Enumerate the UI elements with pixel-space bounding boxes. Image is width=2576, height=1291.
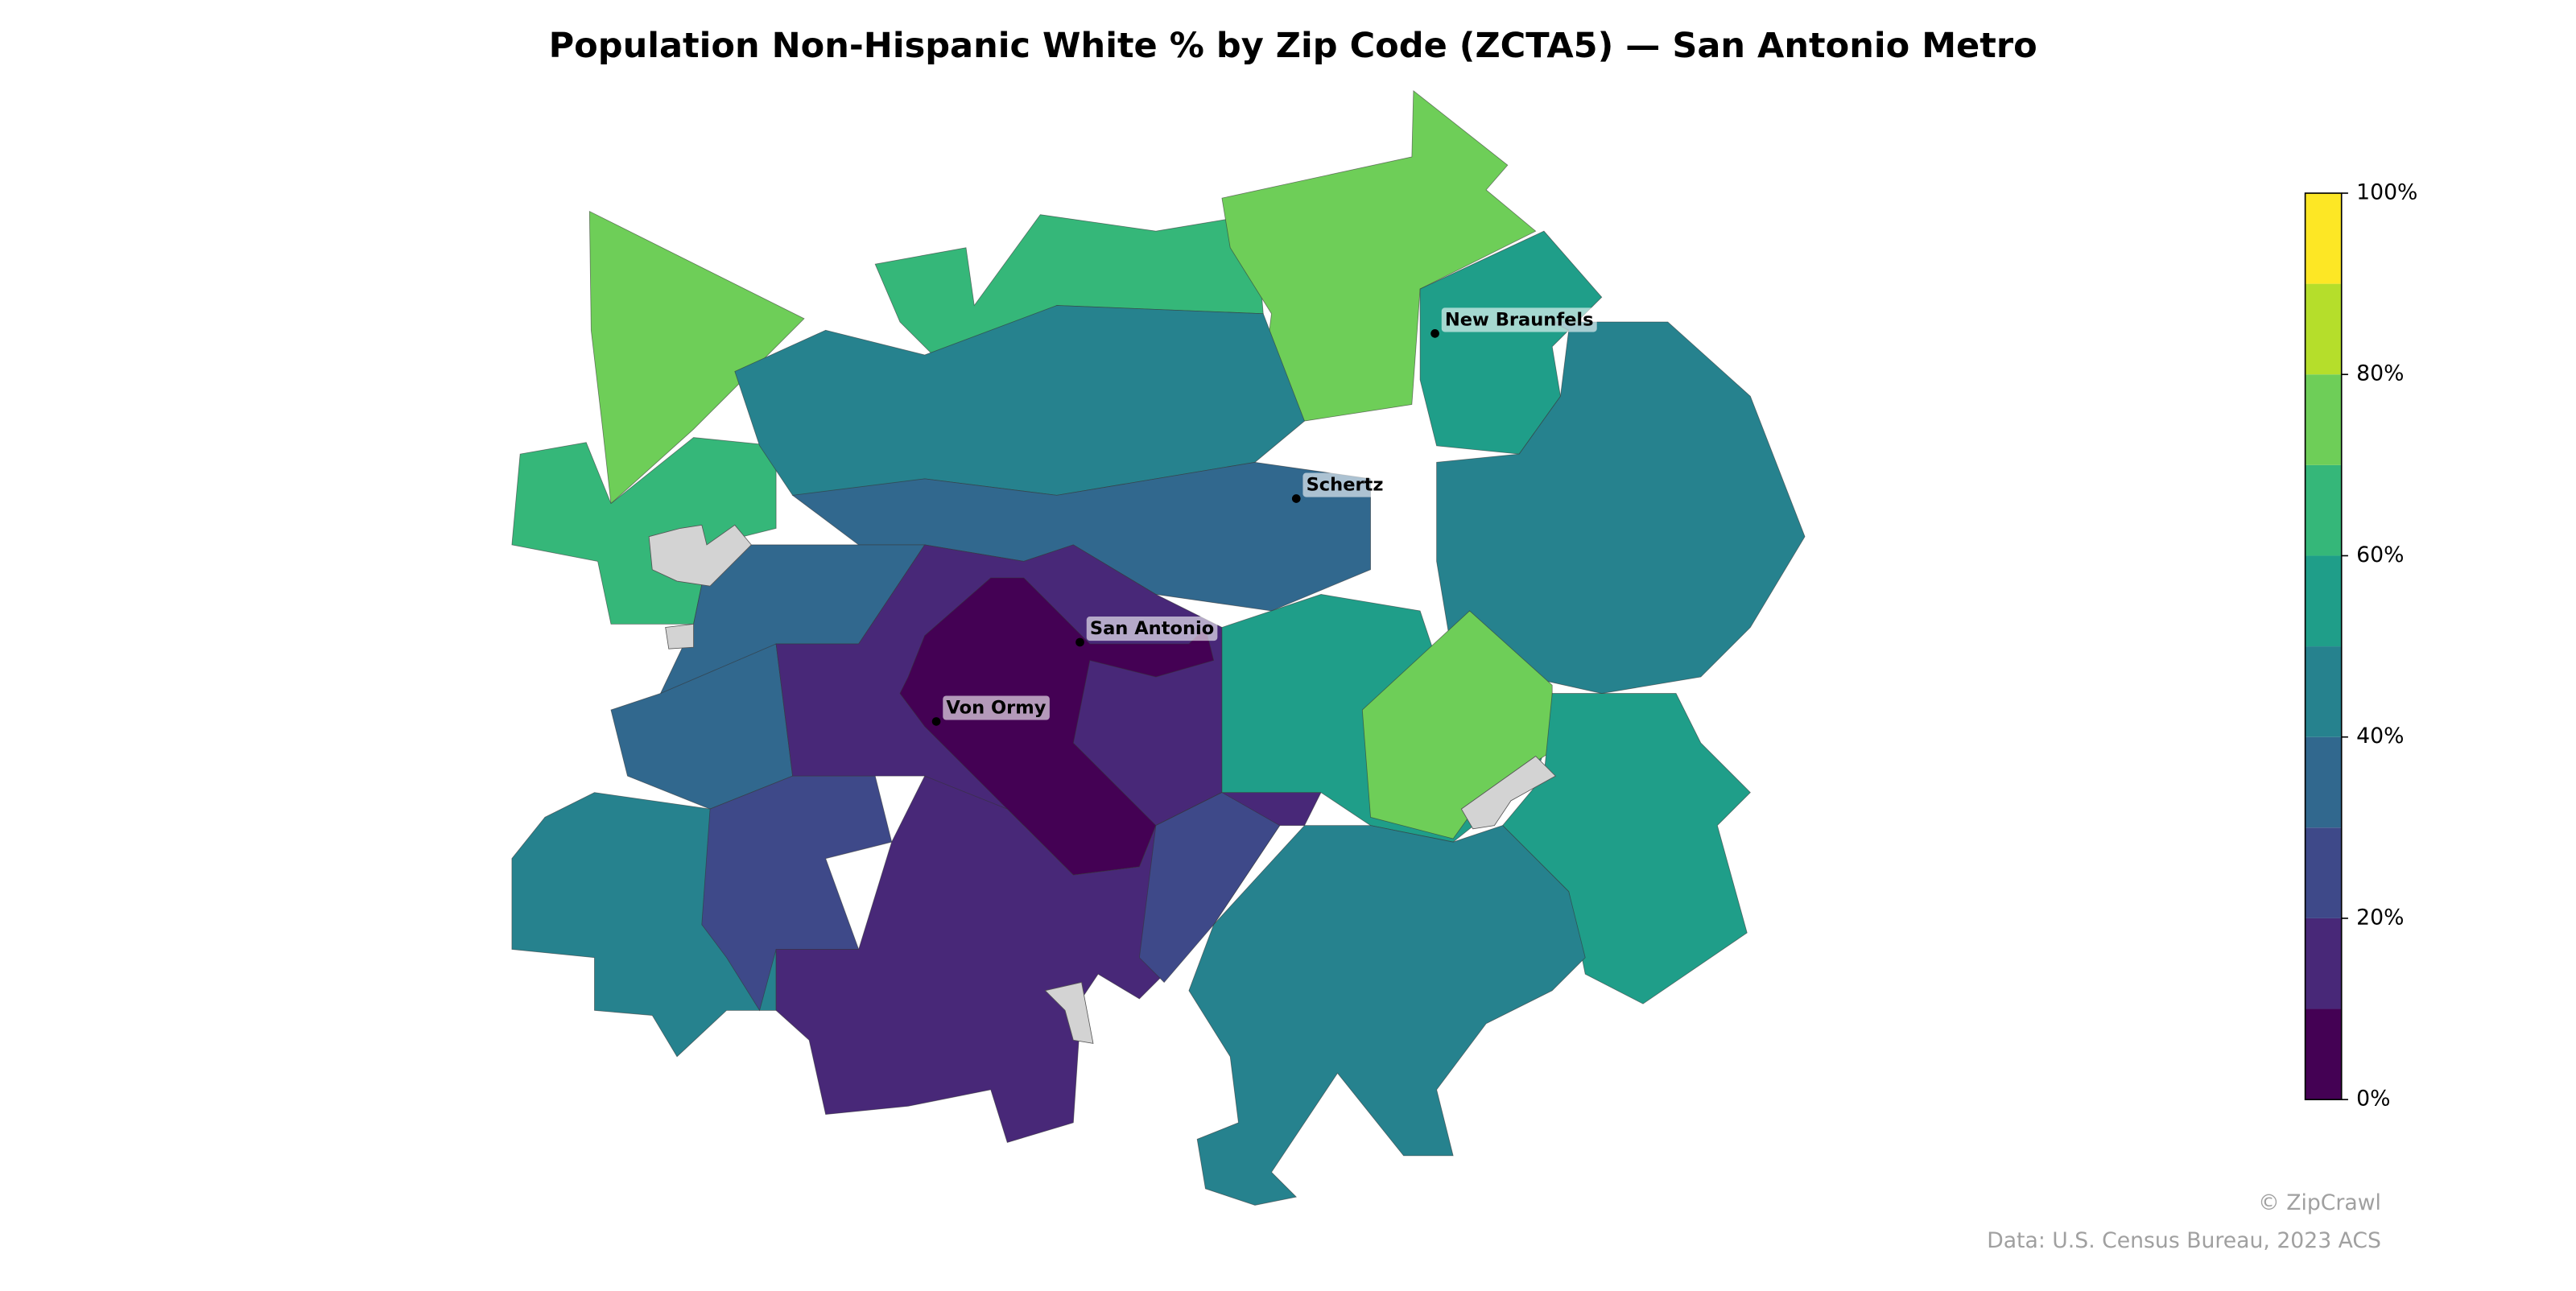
city-label-box [943, 695, 1050, 720]
city-label-box [1302, 472, 1387, 497]
colorbar-bin [2305, 827, 2342, 918]
colorbar-bin [2305, 283, 2342, 375]
city-label-box [1441, 307, 1597, 332]
colorbar-bin [2305, 555, 2342, 647]
colorbar-bin [2305, 1008, 2342, 1100]
colorbar: 0% 20% 40% 60% 80% 100% [2304, 180, 2417, 1112]
colorbar-tick-label: 40% [2356, 724, 2404, 749]
city-label-box [1086, 616, 1218, 641]
no-data-areas [648, 524, 1556, 1044]
colorbar-tick-label: 0% [2356, 1087, 2390, 1112]
no-data-area [648, 524, 752, 587]
zip-region [1188, 825, 1586, 1206]
colorbar-tick-label: 20% [2356, 905, 2404, 930]
colorbar-tick-label: 60% [2356, 542, 2404, 567]
city-label: Von Ormy [946, 698, 1046, 719]
zip-region [1502, 693, 1751, 1004]
city-dot [1291, 494, 1301, 503]
no-data-area [665, 623, 694, 650]
source-note: Data: U.S. Census Bureau, 2023 ACS [1987, 1228, 2381, 1253]
city-label: Schertz [1307, 475, 1384, 496]
colorbar-bin [2305, 646, 2342, 737]
city-label: San Antonio [1090, 618, 1214, 639]
no-data-area [1044, 982, 1094, 1044]
colorbar-tick-label: 100% [2356, 180, 2417, 205]
colorbar-bin [2305, 374, 2342, 465]
zip-region [899, 577, 1215, 876]
city-dot [1430, 329, 1439, 338]
colorbar-bin [2305, 736, 2342, 828]
colorbar-frame [2304, 192, 2343, 1100]
colorbar-bin [2305, 193, 2342, 284]
zip-region [734, 305, 1306, 496]
regions [511, 89, 1806, 1206]
colorbar-bin [2305, 918, 2342, 1009]
colorbar-bin [2305, 464, 2342, 556]
credit: © ZipCrawl [2258, 1190, 2381, 1215]
city-dot [931, 717, 941, 726]
city-dot [1075, 637, 1084, 647]
no-data-area [1460, 755, 1556, 830]
city-label: New Braunfels [1445, 309, 1594, 330]
city-labels: New Braunfels Schertz San Antonio Von Ormy [931, 307, 1597, 726]
map-title: Population Non-Hispanic White % by Zip C… [549, 26, 2037, 66]
colorbar-tick-label: 80% [2356, 361, 2404, 386]
